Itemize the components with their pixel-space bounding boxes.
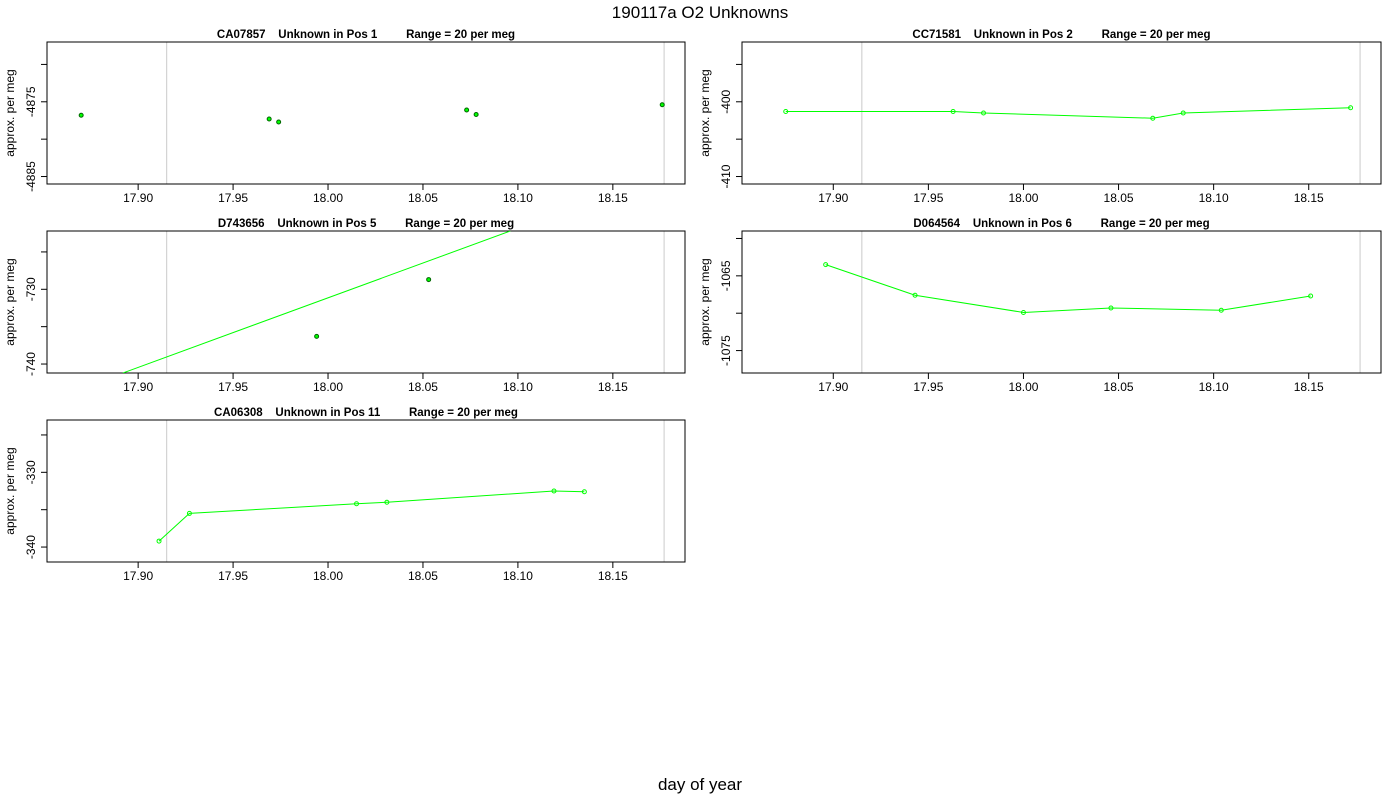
data-point: [384, 499, 390, 505]
x-tick-label: 18.05: [408, 380, 438, 394]
plot-frame: [46, 41, 686, 185]
x-tick-label: 18.05: [1104, 191, 1134, 205]
x-tick-label: 18.10: [503, 191, 533, 205]
x-tick-label: 18.10: [1199, 380, 1229, 394]
series-line: [825, 264, 1311, 313]
y-tick-label: -410: [719, 164, 733, 188]
data-point: [1020, 309, 1026, 315]
data-point: [276, 119, 282, 125]
data-point: [1150, 115, 1156, 121]
panel-d064564: D064564 Unknown in Pos 6 Range = 20 per …: [698, 218, 1382, 394]
panel-title: CA06308 Unknown in Pos 11 Range = 20 per…: [214, 407, 518, 419]
data-point: [426, 277, 432, 283]
x-tick-label: 18.05: [408, 191, 438, 205]
fit-line: [122, 231, 511, 373]
y-axis-label: approx. per meg: [3, 69, 17, 156]
y-tick-label: -330: [24, 460, 38, 484]
data-point: [1180, 110, 1186, 116]
data-point: [912, 292, 918, 298]
panel-cc71581: CC71581 Unknown in Pos 2 Range = 20 per …: [698, 29, 1382, 205]
data-point: [581, 489, 587, 495]
plot-area: [78, 102, 665, 125]
x-tick-label: 18.05: [408, 569, 438, 583]
data-point: [659, 102, 665, 108]
x-tick-label: 18.00: [313, 569, 343, 583]
x-tick-label: 17.90: [818, 191, 848, 205]
data-point: [950, 109, 956, 115]
plot-frame: [46, 419, 686, 563]
x-tick-label: 17.95: [218, 191, 248, 205]
data-point: [156, 538, 162, 544]
x-tick-label: 17.90: [123, 380, 153, 394]
x-tick-label: 18.15: [1294, 191, 1324, 205]
x-tick-label: 18.10: [503, 380, 533, 394]
data-point: [266, 116, 272, 122]
x-tick-label: 17.95: [913, 191, 943, 205]
data-point: [1308, 293, 1314, 299]
data-point: [1218, 307, 1224, 313]
panel-ca06308: CA06308 Unknown in Pos 11 Range = 20 per…: [3, 407, 686, 583]
data-point: [354, 501, 360, 507]
y-tick-label: -4875: [24, 86, 38, 117]
x-tick-label: 18.10: [503, 569, 533, 583]
panel-title: CC71581 Unknown in Pos 2 Range = 20 per …: [912, 29, 1210, 41]
panel-ca07857: CA07857 Unknown in Pos 1 Range = 20 per …: [3, 29, 686, 205]
data-point: [1348, 105, 1354, 111]
x-tick-label: 18.15: [598, 569, 628, 583]
y-axis-label: approx. per meg: [698, 258, 712, 345]
y-tick-label: -1075: [719, 335, 733, 366]
figure-x-axis-label: day of year: [657, 775, 743, 794]
x-tick-label: 18.00: [313, 380, 343, 394]
x-tick-label: 18.00: [1008, 191, 1038, 205]
plot-area: [783, 105, 1354, 121]
x-tick-label: 17.95: [218, 380, 248, 394]
y-tick-label: -4885: [24, 161, 38, 192]
panel-d743656: D743656 Unknown in Pos 5 Range = 20 per …: [3, 218, 686, 394]
panel-title: D743656 Unknown in Pos 5 Range = 20 per …: [218, 218, 514, 230]
x-tick-label: 18.00: [313, 191, 343, 205]
plot-frame: [741, 230, 1382, 374]
panel-title: D064564 Unknown in Pos 6 Range = 20 per …: [913, 218, 1209, 230]
y-axis-label: approx. per meg: [698, 69, 712, 156]
plot-area: [122, 231, 511, 373]
data-point: [186, 510, 192, 516]
x-tick-label: 17.90: [818, 380, 848, 394]
x-tick-label: 17.95: [913, 380, 943, 394]
x-tick-label: 18.05: [1104, 380, 1134, 394]
plot-frame: [46, 230, 686, 374]
figure-title: 190117a O2 Unknowns: [611, 3, 789, 22]
x-tick-label: 18.15: [598, 380, 628, 394]
y-tick-label: -740: [24, 352, 38, 376]
series-line: [785, 107, 1351, 119]
data-point: [981, 110, 987, 116]
plot-area: [156, 488, 587, 544]
y-tick-label: -730: [24, 277, 38, 301]
panel-title: CA07857 Unknown in Pos 1 Range = 20 per …: [217, 29, 515, 41]
plot-frame: [741, 41, 1382, 185]
plot-area: [823, 262, 1314, 315]
x-tick-label: 17.90: [123, 569, 153, 583]
data-point: [78, 112, 84, 118]
data-point: [551, 488, 557, 494]
data-point: [464, 107, 470, 113]
data-point: [823, 262, 829, 268]
series-line: [158, 490, 585, 542]
y-tick-label: -400: [719, 89, 733, 113]
x-tick-label: 17.90: [123, 191, 153, 205]
y-tick-label: -340: [24, 535, 38, 559]
x-tick-label: 18.15: [598, 191, 628, 205]
y-axis-label: approx. per meg: [3, 447, 17, 534]
data-point: [783, 109, 789, 115]
y-axis-label: approx. per meg: [3, 258, 17, 345]
data-point: [473, 111, 479, 117]
x-tick-label: 18.10: [1199, 191, 1229, 205]
y-tick-label: -1065: [719, 260, 733, 291]
data-point: [1108, 305, 1114, 311]
x-tick-label: 17.95: [218, 569, 248, 583]
data-point: [314, 333, 320, 339]
x-tick-label: 18.15: [1294, 380, 1324, 394]
x-tick-label: 18.00: [1008, 380, 1038, 394]
